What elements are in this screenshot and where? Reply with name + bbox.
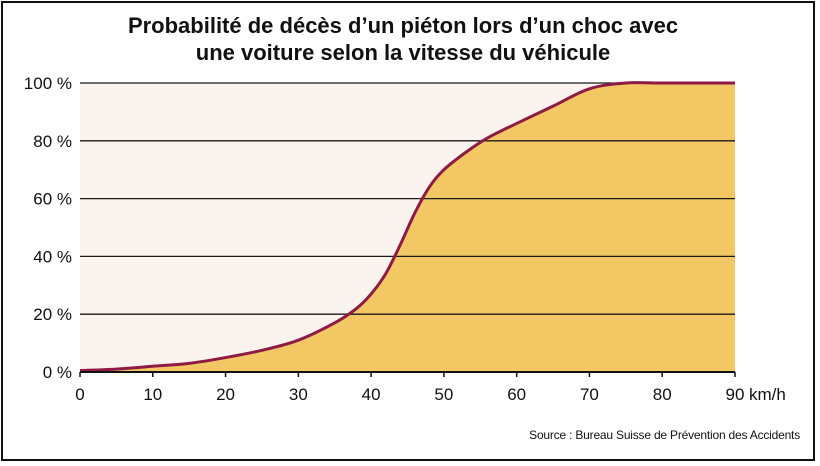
x-tick-label: 20 xyxy=(216,385,235,404)
chart-title-line-1: Probabilité de décès d’un piéton lors d’… xyxy=(127,13,679,38)
x-tick-label: 10 xyxy=(143,385,162,404)
x-tick-label: 30 xyxy=(289,385,308,404)
x-tick-label: 60 xyxy=(507,385,526,404)
source-note: Source : Bureau Suisse de Prévention des… xyxy=(529,428,800,442)
x-tick-label: 80 xyxy=(653,385,672,404)
y-tick-label: 40 % xyxy=(33,247,72,266)
series-line xyxy=(79,81,735,373)
y-tick-label: 100 % xyxy=(24,74,72,93)
y-tick-label: 20 % xyxy=(33,305,72,324)
x-unit-label: km/h xyxy=(749,385,786,404)
area-fill xyxy=(80,82,735,372)
x-tick-label: 50 xyxy=(434,385,453,404)
x-tick-label: 70 xyxy=(580,385,599,404)
y-tick-label: 0 % xyxy=(43,363,72,382)
x-tick-label: 0 xyxy=(75,385,84,404)
chart-title-line-2: une voiture selon la vitesse du véhicule xyxy=(195,40,611,65)
x-tick-label: 40 xyxy=(362,385,381,404)
y-tick-label: 80 % xyxy=(33,132,72,151)
chart-title: Probabilité de décès d’un piéton lors d’… xyxy=(0,12,806,66)
y-tick-label: 60 % xyxy=(33,190,72,209)
x-tick-label: 90 xyxy=(726,385,745,404)
